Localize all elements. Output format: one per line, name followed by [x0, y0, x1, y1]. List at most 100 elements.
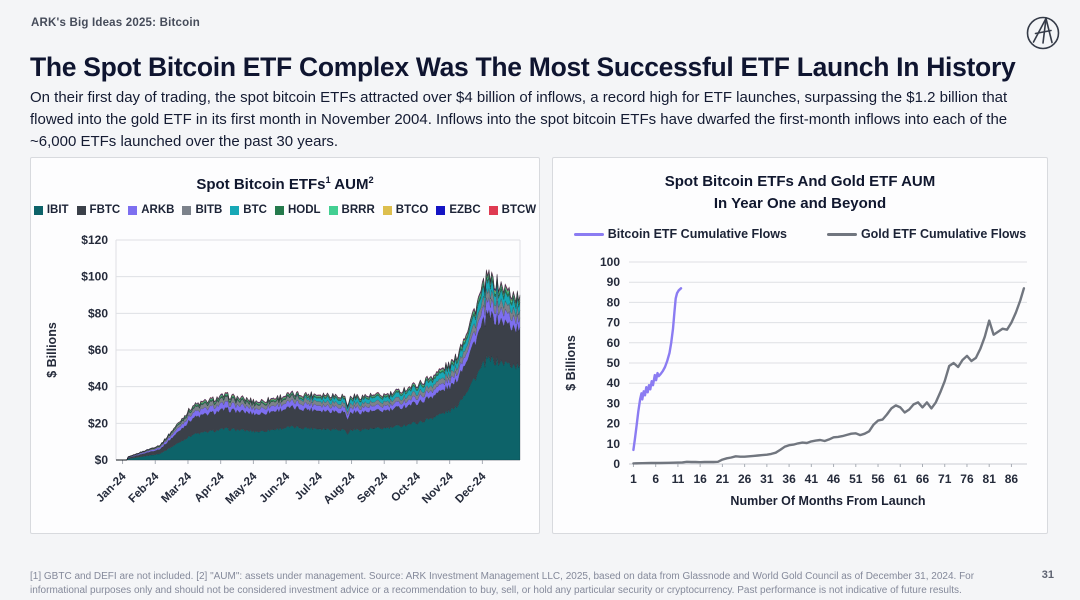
legend-label: HODL [287, 204, 321, 216]
legend-swatch [128, 205, 138, 215]
svg-text:$80: $80 [88, 306, 108, 320]
svg-text:Nov-24: Nov-24 [420, 470, 456, 506]
legend-label: ARKB [141, 204, 175, 216]
left-chart-card: Spot Bitcoin ETFs1 AUM2 IBIT FBTC ARKB BITB… [30, 157, 540, 534]
svg-text:80: 80 [607, 295, 621, 309]
svg-text:86: 86 [1005, 472, 1019, 486]
svg-text:30: 30 [607, 396, 621, 410]
left-chart-title: Spot Bitcoin ETFs1 AUM2 [31, 175, 539, 193]
svg-text:Sep-24: Sep-24 [355, 470, 391, 506]
legend-swatch [76, 205, 86, 215]
legend-swatch [488, 205, 498, 215]
legend-item-hodl: HODL [274, 204, 321, 216]
svg-text:56: 56 [871, 472, 885, 486]
svg-text:0: 0 [613, 457, 620, 471]
left-title-text: Spot Bitcoin ETFs [196, 176, 326, 193]
svg-text:$ Billions: $ Billions [45, 322, 59, 378]
legend-swatch [382, 205, 392, 215]
legend-item-btco: BTCO [382, 204, 429, 216]
svg-text:Mar-24: Mar-24 [159, 470, 194, 505]
legend-swatch [573, 232, 604, 236]
svg-text:36: 36 [782, 472, 796, 486]
svg-text:76: 76 [960, 472, 974, 486]
legend-item-ibit: IBIT [33, 204, 69, 216]
line-series-bitcoin-etf-cumulative-flows [632, 287, 683, 452]
legend-swatch [328, 205, 338, 215]
svg-text:$40: $40 [88, 380, 108, 394]
legend-item-bitb: BITB [182, 204, 222, 216]
svg-text:Number Of Months From Launch: Number Of Months From Launch [730, 494, 925, 508]
svg-text:46: 46 [827, 472, 841, 486]
svg-text:Feb-24: Feb-24 [127, 470, 162, 505]
page-number: 31 [1041, 569, 1054, 581]
stacked-area-chart: $0 $20 $40 $60 $80 $100 $120 $ Billions Jan-24Fe… [45, 233, 521, 507]
svg-text:$0: $0 [95, 453, 109, 467]
svg-text:Dec-24: Dec-24 [453, 470, 489, 506]
ark-logo-icon [1026, 16, 1060, 50]
legend-item-arkb: ARKB [128, 204, 174, 216]
svg-text:21: 21 [716, 472, 730, 486]
legend-swatch [436, 205, 446, 215]
footnote: [1] GBTC and DEFI are not included. [2] … [30, 571, 975, 597]
svg-text:Apr-24: Apr-24 [193, 470, 228, 505]
legend-label: EZBC [449, 204, 481, 216]
svg-text:40: 40 [607, 376, 621, 390]
svg-text:81: 81 [983, 472, 997, 486]
legend-label: Bitcoin ETF Cumulative Flows [607, 227, 787, 241]
legend-swatch [182, 205, 192, 215]
left-title-text-2: AUM [330, 176, 369, 193]
svg-text:90: 90 [607, 275, 621, 289]
legend-label: IBIT [46, 204, 69, 216]
svg-text:$100: $100 [81, 270, 108, 284]
svg-text:Aug-24: Aug-24 [322, 470, 358, 506]
svg-text:100: 100 [600, 255, 620, 269]
svg-text:70: 70 [607, 316, 621, 330]
legend-item-gold-etf-cumulative-flows: Gold ETF Cumulative Flows [826, 227, 1026, 241]
legend-label: BRRR [341, 204, 375, 216]
svg-text:10: 10 [607, 437, 621, 451]
svg-text:Jul-24: Jul-24 [293, 470, 325, 502]
right-chart-title-line2: In Year One and Beyond [713, 195, 887, 212]
legend-label: BTC [243, 204, 267, 216]
svg-text:$20: $20 [88, 416, 108, 430]
legend-item-ezbc: EZBC [436, 204, 481, 216]
svg-text:Jun-24: Jun-24 [258, 470, 293, 505]
svg-text:20: 20 [607, 417, 621, 431]
svg-text:6: 6 [652, 472, 659, 486]
right-chart-card: Spot Bitcoin ETFs And Gold ETF AUM In Ye… [552, 157, 1048, 534]
legend-label: BTCW [501, 204, 537, 216]
legend-item-fbtc: FBTC [76, 204, 121, 216]
svg-text:16: 16 [693, 472, 707, 486]
svg-text:60: 60 [607, 336, 621, 350]
legend-item-btc: BTC [230, 204, 267, 216]
footnote-ref-2: 2 [368, 175, 374, 185]
legend-label: BITB [195, 204, 223, 216]
page-subtitle: On their first day of trading, the spot … [30, 89, 1008, 151]
svg-text:May-24: May-24 [223, 470, 259, 506]
legend-swatch [230, 205, 240, 215]
legend-item-bitcoin-etf-cumulative-flows: Bitcoin ETF Cumulative Flows [573, 227, 787, 241]
page-title: The Spot Bitcoin ETF Complex Was The Mos… [30, 51, 1016, 82]
area-series-btcw [116, 269, 521, 461]
svg-text:$ Billions: $ Billions [564, 335, 578, 391]
svg-text:66: 66 [916, 472, 930, 486]
eyebrow: ARK's Big Ideas 2025: Bitcoin [31, 17, 200, 29]
right-chart-title-line1: Spot Bitcoin ETFs And Gold ETF AUM [664, 173, 936, 190]
svg-text:61: 61 [894, 472, 908, 486]
svg-text:51: 51 [849, 472, 863, 486]
svg-text:$60: $60 [88, 343, 108, 357]
svg-text:26: 26 [738, 472, 752, 486]
legend-label: BTCO [395, 204, 429, 216]
svg-text:31: 31 [760, 472, 774, 486]
legend-item-btcw: BTCW [488, 204, 537, 216]
legend-label: FBTC [89, 204, 121, 216]
svg-text:$120: $120 [81, 233, 108, 247]
line-series-gold-etf-cumulative-flows [632, 287, 1026, 465]
right-chart-legend: Bitcoin ETF Cumulative Flows Gold ETF Cum… [553, 227, 1047, 241]
left-chart-legend: IBIT FBTC ARKB BITB BTC HODL BRRR BTCO EZBC BTCW [31, 204, 539, 216]
legend-swatch [826, 232, 857, 236]
svg-text:11: 11 [672, 472, 685, 486]
legend-swatch [33, 205, 43, 215]
legend-swatch [274, 205, 284, 215]
